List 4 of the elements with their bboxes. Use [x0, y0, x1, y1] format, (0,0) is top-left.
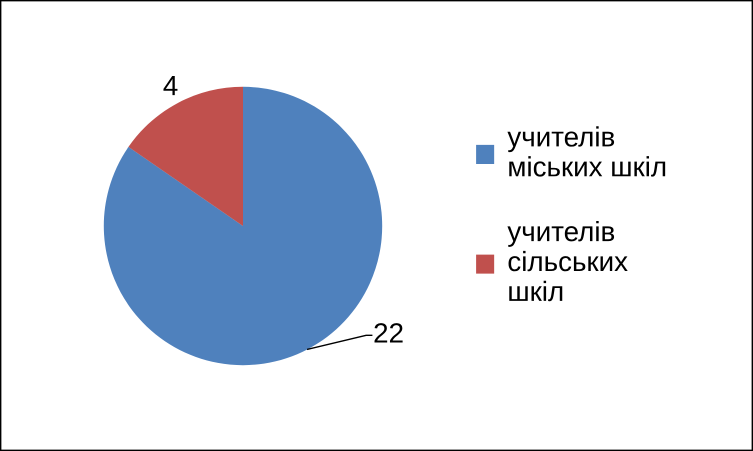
legend-label: учителів сільських шкіл: [507, 220, 628, 302]
data-label: 22: [374, 323, 403, 343]
legend-label: учителів міських шкіл: [507, 126, 666, 177]
data-label: 4: [163, 76, 178, 96]
